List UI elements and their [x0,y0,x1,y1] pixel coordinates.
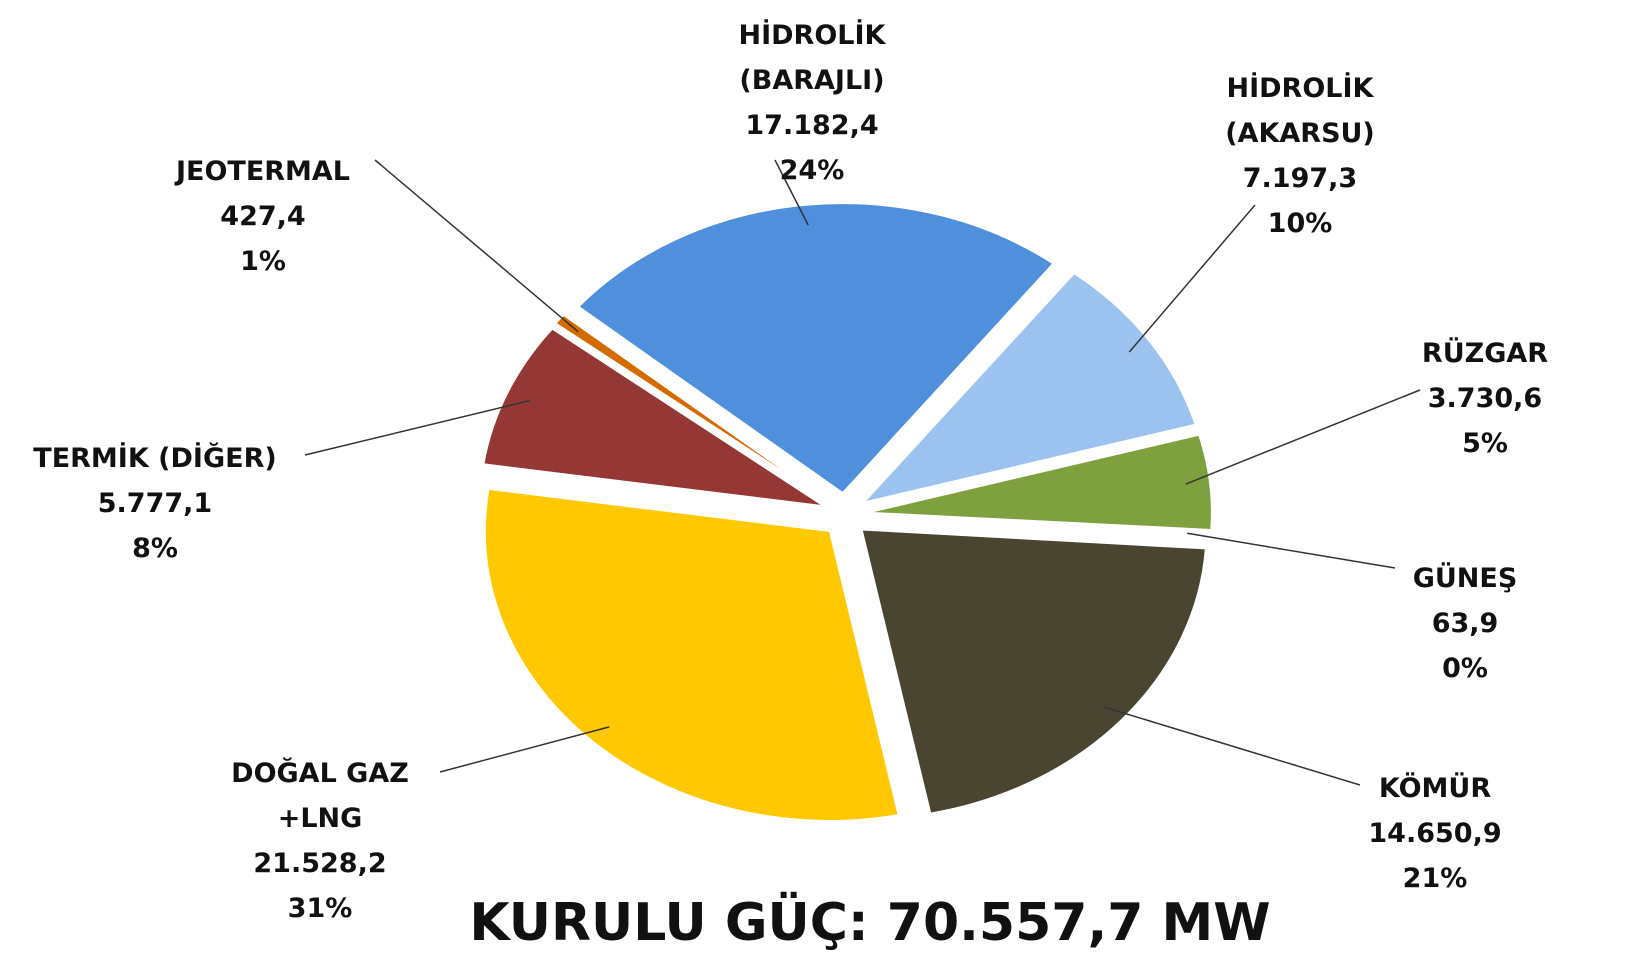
percent-label: 10% [1268,208,1333,239]
slice-label: DOĞAL GAZ [231,757,409,789]
value-label: 14.650,9 [1368,818,1501,849]
pie-slice [866,515,1213,537]
value-label: 3.730,6 [1428,383,1542,414]
leader-line [1187,532,1396,569]
pie-slice [482,327,826,508]
slice-label: RÜZGAR [1422,336,1548,369]
pie-slice [860,271,1197,505]
leader-line [374,159,579,333]
leader-line [439,726,610,773]
percent-label: 31% [288,893,353,924]
leader-line [1103,706,1361,786]
value-label: 21.528,2 [253,848,386,879]
value-label: 17.182,4 [745,110,878,141]
leader-line [1185,389,1421,485]
slice-label: HİDROLİK [739,19,887,51]
percent-label: 24% [780,155,845,186]
value-label: 427,4 [220,201,305,232]
leader-line [304,399,530,456]
value-label: 63,9 [1432,608,1499,639]
slice-label: +LNG [278,803,363,834]
slice-label: (BARAJLI) [739,65,884,96]
slice-label: TERMİK (DİĞER) [33,442,276,474]
slice-label: (AKARSU) [1225,118,1375,149]
slice-label: GÜNEŞ [1413,561,1518,594]
value-label: 7.197,3 [1243,163,1357,194]
pie-slice [483,487,900,822]
percent-label: 1% [240,246,286,277]
leader-line [774,159,809,226]
slice-label: HİDROLİK [1227,72,1375,104]
leader-line [1128,204,1256,353]
percent-label: 8% [132,533,178,564]
pie-slice [866,433,1213,532]
percent-label: 21% [1403,863,1468,894]
pie-slice [553,313,829,503]
percent-label: 5% [1462,428,1508,459]
slice-label: JEOTERMAL [174,156,350,187]
pie-slice [860,528,1207,815]
percent-label: 0% [1442,653,1488,684]
chart-title: KURULU GÜÇ: 70.557,7 MW [469,891,1270,953]
pie-slice [576,202,1055,495]
slice-label: KÖMÜR [1379,771,1491,804]
value-label: 5.777,1 [98,488,212,519]
